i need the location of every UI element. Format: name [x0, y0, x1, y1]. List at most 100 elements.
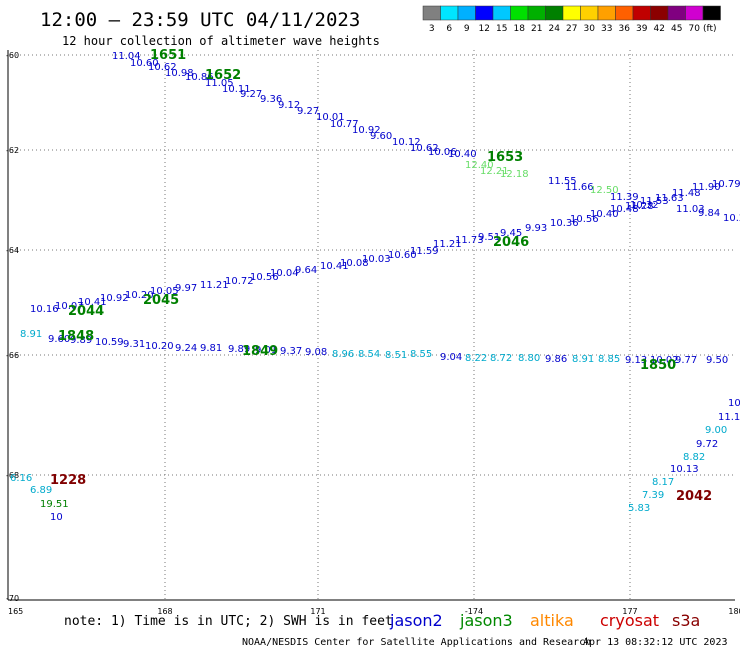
swh-value: 7.39 [642, 490, 664, 501]
swh-value: 10.56 [250, 272, 279, 283]
swh-value: 5.83 [628, 503, 650, 514]
legend-label: 3 [429, 24, 435, 34]
swh-value: 9.64 [295, 265, 317, 276]
swh-value: 10.08 [340, 258, 369, 269]
swh-value: 10.36 [550, 218, 579, 229]
swh-value: 11.21 [200, 280, 229, 291]
footer-credit: NOAA/NESDIS Center for Satellite Applica… [242, 637, 591, 648]
legend-label: 15 [496, 24, 507, 34]
swh-value: 12.21 [480, 166, 509, 177]
lat-label: -68 [6, 471, 19, 480]
swh-value: 10.86 [185, 72, 214, 83]
swh-value: 10.40 [590, 209, 619, 220]
swh-value: 10.01 [316, 112, 345, 123]
legend-label: 24 [549, 24, 561, 34]
legend-swatch [702, 5, 721, 21]
swh-value: 9.00 [705, 425, 727, 436]
legend-swatch [510, 5, 529, 21]
mission-label-s3a: s3a [672, 611, 700, 630]
mission-label-cryosat: cryosat [600, 611, 659, 630]
swh-value: 11.28 [625, 201, 654, 212]
pass-time-label: 2042 [676, 489, 712, 504]
map-subtitle: 12 hour collection of altimeter wave hei… [62, 34, 380, 48]
swh-value: 10.22 [723, 213, 740, 224]
swh-value: 10.98 [165, 68, 194, 79]
swh-value: 9.81 [200, 343, 222, 354]
legend-label: 42 [654, 24, 665, 34]
lat-label: -66 [6, 351, 19, 360]
swh-value: 10.20 [145, 341, 174, 352]
swh-value: 9.27 [240, 89, 262, 100]
swh-value: 6.89 [30, 485, 52, 496]
swh-value: 9.89 [228, 344, 250, 355]
swh-value: 9.24 [175, 343, 197, 354]
legend-swatch [650, 5, 669, 21]
swh-value: 8.51 [385, 350, 407, 361]
legend-label: 21 [531, 24, 542, 34]
lon-label: 180 [728, 607, 740, 616]
swh-value: 11.04 [112, 51, 141, 62]
swh-value: 8.55 [410, 349, 432, 360]
legend-swatch [440, 5, 459, 21]
swh-value: 10.02 [650, 355, 679, 366]
lat-label: -60 [6, 51, 19, 60]
swh-value: 6.16 [10, 473, 32, 484]
swh-value: 10.60 [130, 58, 159, 69]
swh-value: 10.41 [320, 261, 349, 272]
legend-swatch [422, 5, 441, 21]
legend-swatch [562, 5, 581, 21]
mission-label-jason2: jason2 [389, 611, 443, 630]
swh-value: 10.60 [388, 250, 417, 261]
swh-value: 11.05 [205, 78, 234, 89]
swh-value: 8.91 [572, 354, 594, 365]
swh-value: 8.80 [518, 353, 540, 364]
swh-value: 10.56 [570, 214, 599, 225]
swh-value: 11.73 [455, 235, 484, 246]
swh-value: 10.20 [125, 290, 154, 301]
observation-layer: 11.0410.6010.6210.9810.8611.0510.119.279… [10, 48, 740, 523]
swh-value: 10.06 [428, 147, 457, 158]
pass-time-label: 1653 [487, 150, 523, 165]
legend-swatch [545, 5, 564, 21]
footer-note: note: 1) Time is in UTC; 2) SWH is in fe… [64, 614, 393, 629]
swh-value: 10.12 [392, 137, 421, 148]
swh-value: 12.18 [500, 169, 529, 180]
swh-value: 10.40 [448, 149, 477, 160]
pass-time-label: 1652 [205, 68, 241, 83]
legend-label: 30 [584, 24, 596, 34]
legend-swatch [615, 5, 634, 21]
pass-time-label: 1848 [58, 329, 94, 344]
legend-swatch [597, 5, 616, 21]
swh-value: 10.59 [95, 337, 124, 348]
swh-value: 10 [50, 512, 63, 523]
swh-value: 9.77 [675, 355, 697, 366]
legend-swatch [632, 5, 651, 21]
swh-value: 9.84 [698, 208, 720, 219]
map-title: 12:00 – 23:59 UTC 04/11/2023 [40, 9, 360, 31]
swh-value: 11.03 [676, 204, 705, 215]
swh-value: 11.53 [640, 196, 669, 207]
swh-value: 9.27 [297, 106, 319, 117]
swh-value: 9.60 [370, 131, 392, 142]
pass-time-label: 2046 [493, 235, 529, 250]
swh-value: 10.05 [150, 286, 179, 297]
swh-value: 11.55 [548, 176, 577, 187]
swh-value: 8.96 [332, 349, 354, 360]
mission-label-jason3: jason3 [459, 611, 513, 630]
swh-value: 10.3 [728, 398, 740, 409]
swh-value: 10.03 [362, 254, 391, 265]
swh-value: 9.60 [48, 334, 70, 345]
legend-label: 27 [566, 24, 577, 34]
lat-label: -62 [6, 146, 19, 155]
swh-value: 9.45 [500, 228, 522, 239]
lon-label: 171 [310, 607, 325, 616]
swh-value: 10.04 [270, 268, 299, 279]
legend-label: (ft) [703, 24, 717, 34]
legend-swatch [527, 5, 546, 21]
swh-value: 10.92 [352, 125, 381, 136]
swh-value: 10.62 [410, 143, 439, 154]
footer-timestamp: Apr 13 08:32:12 UTC 2023 [583, 637, 728, 648]
swh-value: 11.66 [565, 182, 594, 193]
swh-value: 10.32 [630, 200, 659, 211]
